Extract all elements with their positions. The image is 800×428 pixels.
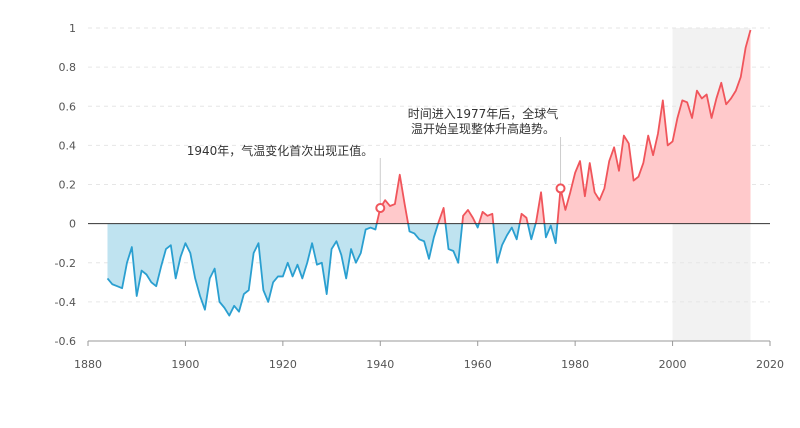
y-tick-label: 1 <box>69 22 76 35</box>
annotation-text: 时间进入1977年后，全球气 <box>408 106 559 121</box>
line-layer <box>106 29 752 317</box>
y-tick-label: -0.2 <box>55 257 76 270</box>
positive-area <box>376 174 409 224</box>
y-tick-label: -0.6 <box>55 335 76 348</box>
y-tick-label: 0 <box>69 218 76 231</box>
positive-series-line <box>461 209 477 225</box>
axis-layer: -0.6 -0.4 -0.2 0 0.2 0.4 0.6 0.8 1 1880 1900 1920 19… <box>55 22 784 371</box>
positive-series-line <box>534 191 546 224</box>
y-tick-label: 0.4 <box>59 139 77 152</box>
x-tick-label: 2020 <box>756 358 784 371</box>
positive-area <box>557 29 751 224</box>
y-tick-label: 0.2 <box>59 179 77 192</box>
negative-series-line <box>407 223 439 260</box>
negative-area <box>445 223 463 263</box>
positive-series-line <box>437 207 447 224</box>
x-tick-label: 1940 <box>366 358 394 371</box>
negative-series-line <box>543 223 559 245</box>
negative-series-line <box>492 223 521 264</box>
negative-series-line <box>444 223 464 264</box>
x-tick-label: 1980 <box>561 358 589 371</box>
x-tick-label: 1960 <box>464 358 492 371</box>
annotation-marker <box>375 202 386 213</box>
negative-series-line <box>474 223 480 229</box>
negative-series-line <box>526 223 537 241</box>
annotation-text: 1940年，气温变化首次出现正值。 <box>187 143 374 158</box>
negative-area <box>544 223 558 244</box>
positive-series-line <box>556 29 752 224</box>
y-tick-label: -0.4 <box>55 296 76 309</box>
x-tick-label: 1900 <box>171 358 199 371</box>
negative-area <box>107 223 377 316</box>
negative-series-line <box>106 223 378 317</box>
annotation-layer: 1940年，气温变化首次出现正值。 时间进入1977年后，全球气温开始呈现整体升高… <box>187 106 566 213</box>
y-tick-label: 0.6 <box>59 100 77 113</box>
annotation-marker <box>555 183 566 194</box>
x-tick-label: 1880 <box>74 358 102 371</box>
annotation-text: 温开始呈现整体升高趋势。 <box>411 121 555 136</box>
x-tick-label: 2000 <box>659 358 687 371</box>
x-tick-label: 1920 <box>269 358 297 371</box>
positive-series-line <box>478 210 495 224</box>
positive-series-line <box>518 212 529 224</box>
area-layer <box>107 29 751 316</box>
y-tick-label: 0.8 <box>59 61 77 74</box>
